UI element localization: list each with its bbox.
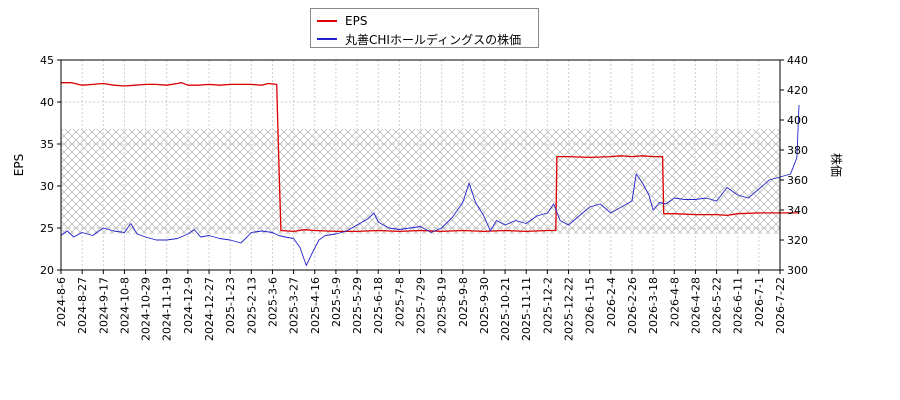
x-tick-label: 2024-12-9: [182, 277, 195, 334]
x-tick-label: 2025-6-18: [372, 277, 385, 334]
right-axis-title: 株価: [829, 153, 844, 177]
legend-label-price: 丸善CHIホールディングスの株価: [345, 32, 522, 47]
x-tick-label: 2026-7-1: [753, 277, 766, 327]
x-tick-label: 2026-1-15: [584, 277, 597, 334]
x-tick-label: 2024-8-27: [76, 277, 89, 334]
left-axis: 20 25 30 35 40 45: [40, 54, 61, 277]
x-tick-label: 2026-5-22: [711, 277, 724, 334]
x-tick-label: 2025-2-13: [245, 277, 258, 334]
x-tick-label: 2025-3-6: [266, 277, 279, 327]
legend-entry-price: 丸善CHIホールディングスの株価: [317, 31, 521, 47]
x-tick-label: 2025-12-2: [541, 277, 554, 334]
x-tick-label: 2025-11-11: [520, 277, 533, 341]
x-axis: 2024-8-6 2024-8-27 2024-9-17 2024-10-8 2024-…: [55, 270, 787, 341]
x-tick-label: 2026-7-22: [774, 277, 787, 334]
x-tick-label: 2024-10-29: [140, 277, 153, 341]
x-tick-label: 2025-1-23: [224, 277, 237, 334]
right-tick-label: 360: [787, 174, 808, 187]
x-tick-label: 2024-8-6: [55, 277, 68, 327]
left-tick-label: 25: [40, 222, 54, 235]
left-tick-label: 40: [40, 96, 54, 109]
x-tick-label: 2025-12-22: [563, 277, 576, 341]
right-tick-label: 400: [787, 114, 808, 127]
x-tick-label: 2025-5-29: [351, 277, 364, 334]
x-tick-label: 2025-9-8: [457, 277, 470, 327]
left-tick-label: 45: [40, 54, 54, 67]
x-tick-label: 2025-8-19: [436, 277, 449, 334]
x-tick-label: 2025-10-21: [499, 277, 512, 341]
left-tick-label: 20: [40, 264, 54, 277]
series-layer: [60, 82, 800, 266]
legend-label-eps: EPS: [345, 14, 368, 28]
x-tick-label: 2024-12-27: [203, 277, 216, 341]
legend-entry-eps: EPS: [317, 13, 367, 29]
x-tick-label: 2024-9-17: [97, 277, 110, 334]
x-tick-label: 2025-4-16: [309, 277, 322, 334]
legend-swatch-price: [317, 38, 337, 40]
x-tick-label: 2026-3-18: [647, 277, 660, 334]
x-tick-label: 2026-2-4: [605, 277, 618, 327]
x-tick-label: 2024-11-19: [161, 277, 174, 341]
right-tick-label: 380: [787, 144, 808, 157]
legend: EPS 丸善CHIホールディングスの株価: [310, 8, 539, 48]
right-tick-label: 420: [787, 84, 808, 97]
x-tick-label: 2025-7-8: [393, 277, 406, 327]
right-tick-label: 440: [787, 54, 808, 67]
x-tick-label: 2025-9-30: [478, 277, 491, 334]
right-tick-label: 320: [787, 234, 808, 247]
x-tick-label: 2026-6-11: [732, 277, 745, 334]
legend-swatch-eps: [317, 20, 337, 22]
right-axis: 300 320 340 360 380 400 420 440: [780, 54, 808, 277]
x-tick-label: 2025-7-29: [415, 277, 428, 334]
x-tick-label: 2025-3-27: [288, 277, 301, 334]
x-tick-label: 2026-2-26: [626, 277, 639, 334]
right-tick-label: 340: [787, 204, 808, 217]
right-tick-label: 300: [787, 264, 808, 277]
price-series-line: [60, 104, 800, 266]
x-tick-label: 2024-10-8: [118, 277, 131, 334]
left-axis-title: EPS: [12, 154, 26, 176]
left-tick-label: 30: [40, 180, 54, 193]
x-tick-label: 2026-4-8: [668, 277, 681, 327]
x-tick-label: 2025-5-9: [330, 277, 343, 327]
x-tick-label: 2026-4-28: [689, 277, 702, 334]
left-tick-label: 35: [40, 138, 54, 151]
